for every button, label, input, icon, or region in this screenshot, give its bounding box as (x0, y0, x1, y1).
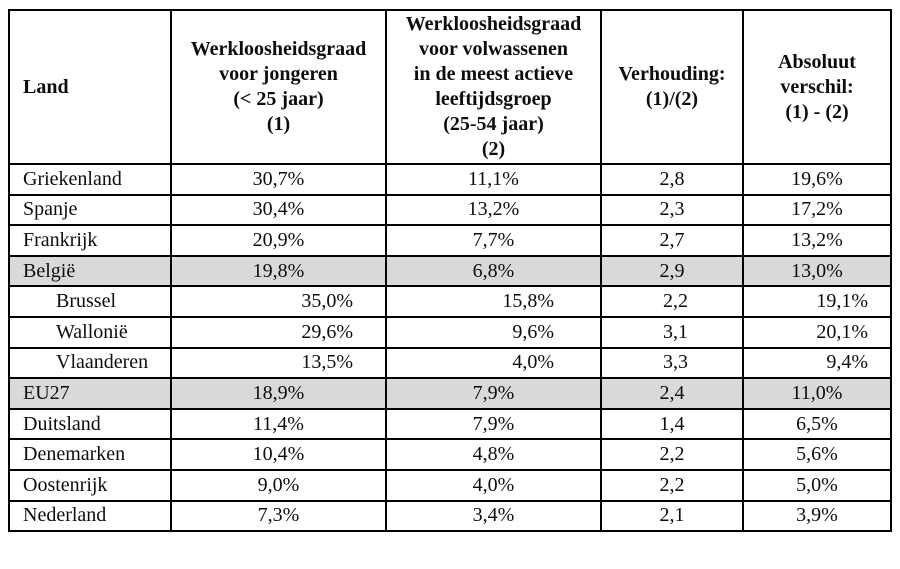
cell-adult-rate: 7,9% (385, 377, 602, 410)
cell-adult-rate: 7,7% (385, 224, 602, 257)
cell-abs-diff: 6,5% (742, 407, 892, 441)
cell-adult-rate: 4,0% (385, 468, 602, 502)
cell-land: Wallonië (8, 315, 172, 349)
cell-youth-rate: 30,7% (170, 163, 387, 196)
table-row-denemarken: Denemarken 10,4% 4,8% 2,2 5,6% (8, 438, 892, 471)
cell-ratio: 2,8 (600, 163, 744, 196)
cell-youth-rate: 19,8% (170, 254, 387, 288)
cell-ratio: 1,4 (600, 407, 744, 441)
cell-abs-diff: 19,6% (742, 163, 892, 196)
cell-ratio: 3,1 (600, 315, 744, 349)
cell-youth-rate: 20,9% (170, 224, 387, 257)
table-row-eu27: EU27 18,9% 7,9% 2,4 11,0% (8, 377, 892, 410)
cell-adult-rate: 13,2% (385, 193, 602, 227)
column-header-land: Land (8, 9, 172, 165)
cell-adult-rate: 9,6% (385, 315, 602, 349)
cell-adult-rate: 6,8% (385, 254, 602, 288)
column-header-abs-diff: Absoluut verschil: (1) - (2) (742, 9, 892, 165)
table-row-frankrijk: Frankrijk 20,9% 7,7% 2,7 13,2% (8, 224, 892, 257)
cell-youth-rate: 10,4% (170, 438, 387, 471)
unemployment-table: Land Werkloosheidsgraad voor jongeren (<… (8, 9, 892, 533)
cell-abs-diff: 13,2% (742, 224, 892, 257)
cell-abs-diff: 20,1% (742, 315, 892, 349)
cell-land: Nederland (8, 499, 172, 533)
cell-youth-rate: 30,4% (170, 193, 387, 227)
cell-ratio: 2,1 (600, 499, 744, 533)
cell-land: Duitsland (8, 407, 172, 441)
column-header-youth-rate: Werkloosheidsgraad voor jongeren (< 25 j… (170, 9, 387, 165)
cell-land: België (8, 254, 172, 288)
cell-land: Frankrijk (8, 224, 172, 257)
column-header-adult-rate: Werkloosheidsgraad voor volwassenen in d… (385, 9, 602, 165)
cell-ratio: 2,3 (600, 193, 744, 227)
cell-land: Denemarken (8, 438, 172, 471)
cell-youth-rate: 13,5% (170, 346, 387, 380)
cell-adult-rate: 4,8% (385, 438, 602, 471)
cell-land: Spanje (8, 193, 172, 227)
cell-adult-rate: 11,1% (385, 163, 602, 196)
cell-adult-rate: 4,0% (385, 346, 602, 380)
header-row: Land Werkloosheidsgraad voor jongeren (<… (8, 9, 892, 165)
cell-land: Oostenrijk (8, 468, 172, 502)
table-row-wallonie: Wallonië 29,6% 9,6% 3,1 20,1% (8, 315, 892, 349)
cell-abs-diff: 5,0% (742, 468, 892, 502)
cell-abs-diff: 11,0% (742, 377, 892, 410)
cell-adult-rate: 15,8% (385, 285, 602, 318)
table-row-griekenland: Griekenland 30,7% 11,1% 2,8 19,6% (8, 163, 892, 196)
cell-ratio: 2,7 (600, 224, 744, 257)
table-row-brussel: Brussel 35,0% 15,8% 2,2 19,1% (8, 285, 892, 318)
cell-abs-diff: 19,1% (742, 285, 892, 318)
cell-abs-diff: 9,4% (742, 346, 892, 380)
cell-abs-diff: 13,0% (742, 254, 892, 288)
cell-ratio: 2,9 (600, 254, 744, 288)
cell-abs-diff: 3,9% (742, 499, 892, 533)
cell-adult-rate: 7,9% (385, 407, 602, 441)
cell-youth-rate: 11,4% (170, 407, 387, 441)
table-row-belgie: België 19,8% 6,8% 2,9 13,0% (8, 254, 892, 288)
cell-land: Brussel (8, 285, 172, 318)
cell-youth-rate: 7,3% (170, 499, 387, 533)
cell-youth-rate: 35,0% (170, 285, 387, 318)
table-row-vlaanderen: Vlaanderen 13,5% 4,0% 3,3 9,4% (8, 346, 892, 380)
cell-ratio: 2,2 (600, 468, 744, 502)
column-header-ratio: Verhouding: (1)/(2) (600, 9, 744, 165)
cell-abs-diff: 17,2% (742, 193, 892, 227)
cell-ratio: 2,2 (600, 285, 744, 318)
cell-land: Griekenland (8, 163, 172, 196)
table-row-spanje: Spanje 30,4% 13,2% 2,3 17,2% (8, 193, 892, 227)
cell-land: Vlaanderen (8, 346, 172, 380)
cell-ratio: 3,3 (600, 346, 744, 380)
table-row-duitsland: Duitsland 11,4% 7,9% 1,4 6,5% (8, 407, 892, 441)
cell-youth-rate: 29,6% (170, 315, 387, 349)
cell-adult-rate: 3,4% (385, 499, 602, 533)
cell-land: EU27 (8, 377, 172, 410)
cell-youth-rate: 18,9% (170, 377, 387, 410)
cell-abs-diff: 5,6% (742, 438, 892, 471)
table-row-oostenrijk: Oostenrijk 9,0% 4,0% 2,2 5,0% (8, 468, 892, 502)
cell-youth-rate: 9,0% (170, 468, 387, 502)
table-row-nederland: Nederland 7,3% 3,4% 2,1 3,9% (8, 499, 892, 533)
cell-ratio: 2,2 (600, 438, 744, 471)
cell-ratio: 2,4 (600, 377, 744, 410)
